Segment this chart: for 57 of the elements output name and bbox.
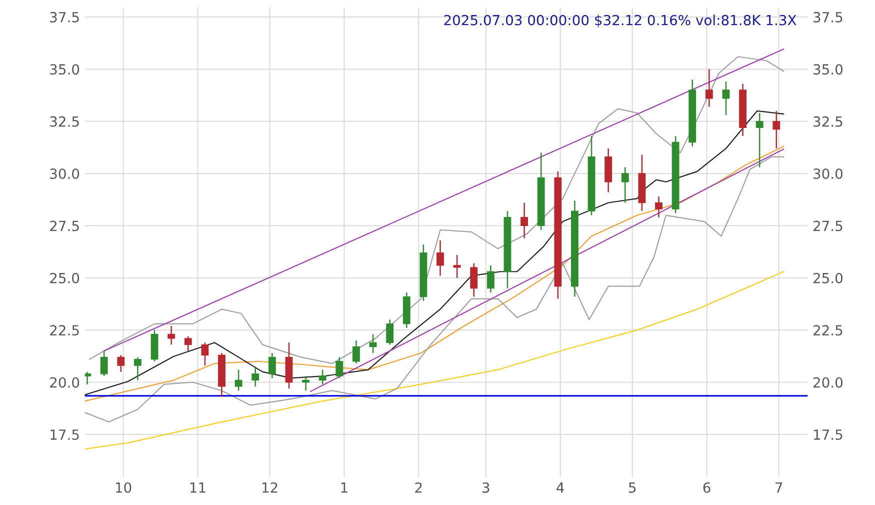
x-tick-label: 7	[776, 482, 782, 493]
x-tick-label: 4	[556, 482, 564, 493]
y-tick-label: 17.5	[50, 430, 79, 440]
candlestick	[134, 356, 142, 381]
line-series	[84, 271, 784, 450]
x-tick-label: 10	[116, 482, 132, 493]
candlestick	[621, 166, 629, 204]
candlestick	[486, 264, 494, 294]
candlestick	[117, 354, 125, 372]
x-tick-label: 11	[190, 482, 206, 493]
candlestick	[722, 81, 730, 116]
y2-tick-label: 30.0	[814, 168, 842, 179]
candlestick	[386, 319, 394, 346]
y-tick-label: 32.5	[50, 116, 79, 127]
y2-tick-label: 27.5	[814, 220, 842, 232]
y2-tick-label: 37.5	[814, 12, 842, 22]
candlestick	[234, 369, 242, 392]
y2-tick-label: 20.0	[814, 377, 842, 388]
candlestick	[100, 350, 108, 377]
y2-tick-label: 32.5	[814, 116, 842, 127]
candlestick	[252, 367, 260, 388]
candlestick	[336, 356, 344, 379]
candlestick	[318, 369, 326, 385]
y-tick-label: 22.5	[50, 325, 79, 336]
x-tick-label: 1	[341, 482, 348, 493]
x-tick-label: 2	[415, 482, 422, 493]
y2-tick-label: 25.0	[814, 272, 842, 284]
candlestick	[201, 342, 209, 366]
y-tick-label: 35.0	[50, 64, 80, 75]
candlestick	[168, 325, 176, 346]
candlestick	[302, 375, 310, 392]
candlestick	[705, 68, 713, 108]
candlestick	[436, 240, 444, 276]
candlestick	[470, 262, 478, 298]
x-tick-label: 5	[628, 482, 636, 493]
candlestick	[756, 112, 764, 168]
y2-tick-label: 17.5	[814, 430, 842, 440]
y-tick-label: 27.5	[50, 220, 79, 232]
candlestick	[655, 196, 662, 218]
x-tick-label: 6	[703, 482, 710, 493]
candlestick	[84, 371, 91, 385]
y-tick-label: 37.5	[50, 12, 79, 22]
y-tick-label: 30.0	[50, 168, 80, 179]
x-tick-label: 12	[262, 482, 278, 493]
candlestick	[184, 336, 192, 352]
x-tick-label: 3	[482, 482, 490, 493]
y2-tick-label: 35.0	[814, 64, 842, 75]
candlestick	[352, 340, 360, 364]
candlestick	[268, 352, 276, 379]
chart-title: 2025.07.03 00:00:00 $32.12 0.16% vol:81.8K 1.3X	[444, 14, 796, 28]
candlestick	[453, 254, 461, 279]
y2-tick-label: 22.5	[814, 325, 842, 336]
candlestick	[520, 202, 528, 239]
y-tick-label: 25.0	[50, 272, 80, 284]
y-tick-label: 20.0	[50, 377, 80, 388]
candlestick	[369, 334, 377, 354]
candlestick	[772, 110, 780, 150]
